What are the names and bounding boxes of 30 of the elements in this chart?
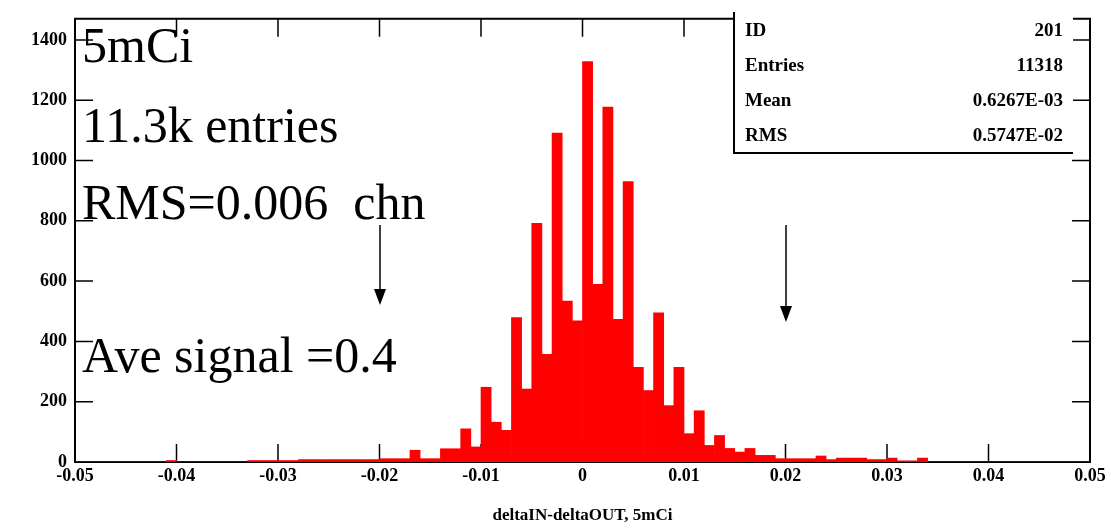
annotation: Mean <box>745 88 792 111</box>
y-tick-label: 200 <box>40 390 67 411</box>
annotation: Ave signal =0.4 <box>82 327 397 383</box>
annotation: 11318 <box>1016 53 1063 76</box>
y-tick-label: 1400 <box>31 28 67 49</box>
annotation: ID <box>745 18 767 41</box>
annotation: 0.6267E-03 <box>972 88 1063 111</box>
annotation: RMS=0.006 chn <box>82 174 426 230</box>
x-tick-label: 0.01 <box>668 465 700 486</box>
x-tick-label: 0.05 <box>1074 465 1106 486</box>
x-tick-label: -0.04 <box>157 465 196 486</box>
annotation: 11.3k entries <box>82 97 339 153</box>
y-tick-label: 400 <box>40 330 67 351</box>
annotation: Entries <box>745 53 805 76</box>
x-tick-label: 0.03 <box>871 465 903 486</box>
annotation: 0.5747E-02 <box>972 123 1063 146</box>
y-tick-label: 1000 <box>31 149 67 170</box>
x-tick-label: -0.01 <box>462 465 500 486</box>
annotation: 201 <box>1034 18 1063 41</box>
x-tick-label: 0 <box>578 465 587 486</box>
y-tick-label: 600 <box>40 269 67 290</box>
x-tick-label: -0.02 <box>360 465 399 486</box>
annotation: 5mCi <box>82 17 194 73</box>
annotation: RMS <box>745 123 788 146</box>
x-tick-label: 0.04 <box>972 465 1005 486</box>
y-tick-label: 800 <box>40 209 67 230</box>
x-tick-label: 0.02 <box>769 465 802 486</box>
y-tick-label: 1200 <box>31 88 67 109</box>
x-axis-title: deltaIN-deltaOUT, 5mCi <box>492 505 673 525</box>
x-tick-label: -0.03 <box>259 465 297 486</box>
